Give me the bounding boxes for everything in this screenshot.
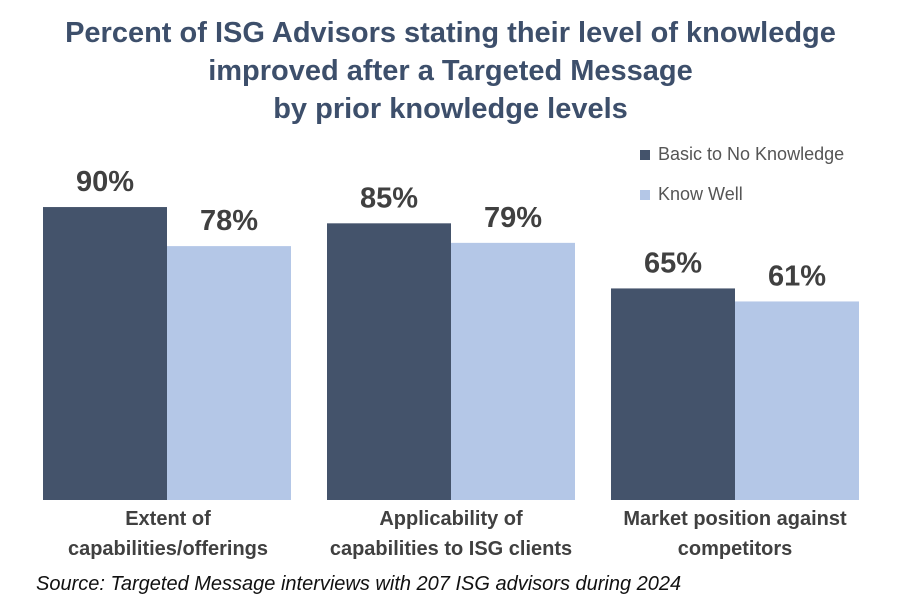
bar-basic-2 — [327, 223, 451, 500]
bar-basic-3 — [611, 288, 735, 500]
bar-basic-1 — [43, 207, 167, 501]
source-note: Source: Targeted Message interviews with… — [36, 573, 682, 595]
data-label-basic-2: 85% — [360, 182, 418, 214]
chart-title-line-1: Percent of ISG Advisors stating their le… — [65, 17, 836, 49]
data-label-know-well-2: 79% — [484, 202, 542, 234]
category-label-2-line-1: Applicability of — [379, 508, 523, 530]
chart-title-line-3: by prior knowledge levels — [273, 93, 628, 125]
category-label-2-line-2: capabilities to ISG clients — [330, 538, 572, 560]
data-label-basic-3: 65% — [644, 247, 702, 279]
data-label-basic-1: 90% — [76, 166, 134, 198]
bar-know-well-2 — [451, 242, 575, 501]
category-label-3-line-2: competitors — [678, 538, 792, 560]
chart-title-line-2: improved after a Targeted Message — [208, 55, 693, 87]
legend-label-1: Basic to No Knowledge — [658, 144, 844, 164]
category-label-1-line-2: capabilities/offerings — [68, 538, 268, 560]
data-label-know-well-3: 61% — [768, 260, 826, 292]
data-label-know-well-1: 78% — [200, 205, 258, 237]
bar-know-well-1 — [167, 246, 291, 500]
category-label-1-line-1: Extent of — [125, 508, 211, 530]
chart-title: Percent of ISG Advisors stating their le… — [0, 14, 901, 128]
legend-swatch-2 — [640, 190, 650, 200]
legend-swatch-1 — [640, 150, 650, 160]
legend-label-2: Know Well — [658, 184, 743, 204]
category-label-3-line-1: Market position against — [623, 508, 847, 530]
bar-know-well-3 — [735, 301, 859, 500]
